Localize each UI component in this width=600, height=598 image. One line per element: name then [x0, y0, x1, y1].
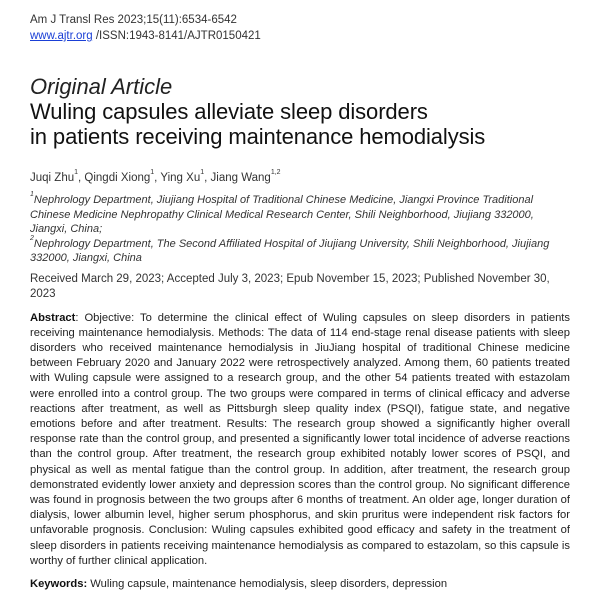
- title-line: Wuling capsules alleviate sleep disorder…: [30, 99, 428, 124]
- keywords-label: Keywords:: [30, 577, 88, 590]
- journal-url-link[interactable]: www.ajtr.org: [30, 30, 93, 42]
- affiliations: 1Nephrology Department, Jiujiang Hospita…: [30, 191, 570, 266]
- issn: /ISSN:1943-8141/AJTR0150421: [92, 30, 261, 42]
- author: Juqi Zhu: [30, 172, 75, 184]
- author: Qingdi Xiong: [84, 172, 151, 184]
- affiliation: Nephrology Department, The Second Affili…: [30, 237, 550, 265]
- affiliation: Nephrology Department, Jiujiang Hospital…: [30, 194, 534, 235]
- author-list: Juqi Zhu1, Qingdi Xiong1, Ying Xu1, Jian…: [30, 169, 281, 184]
- abstract-text: : Objective: To determine the clinical e…: [30, 311, 570, 567]
- keywords: Keywords: Wuling capsule, maintenance he…: [30, 577, 570, 592]
- citation: Am J Transl Res 2023;15(11):6534-6542: [30, 14, 237, 26]
- abstract-label: Abstract: [30, 311, 76, 324]
- article-type: Original Article: [30, 74, 173, 99]
- author: Jiang Wang: [210, 172, 271, 184]
- journal-header: Am J Transl Res 2023;15(11):6534-6542 ww…: [30, 12, 570, 44]
- article-title: Wuling capsules alleviate sleep disorder…: [30, 99, 570, 149]
- title-line: in patients receiving maintenance hemodi…: [30, 124, 486, 149]
- keywords-text: Wuling capsule, maintenance hemodialysis…: [87, 577, 448, 590]
- affiliation-1: 1Nephrology Department, Jiujiang Hospita…: [30, 191, 534, 235]
- abstract: Abstract: Objective: To determine the cl…: [30, 311, 570, 569]
- affiliation-2: 2Nephrology Department, The Second Affil…: [30, 234, 550, 265]
- author: Ying Xu: [160, 172, 201, 184]
- publication-dates: Received March 29, 2023; Accepted July 3…: [30, 272, 550, 300]
